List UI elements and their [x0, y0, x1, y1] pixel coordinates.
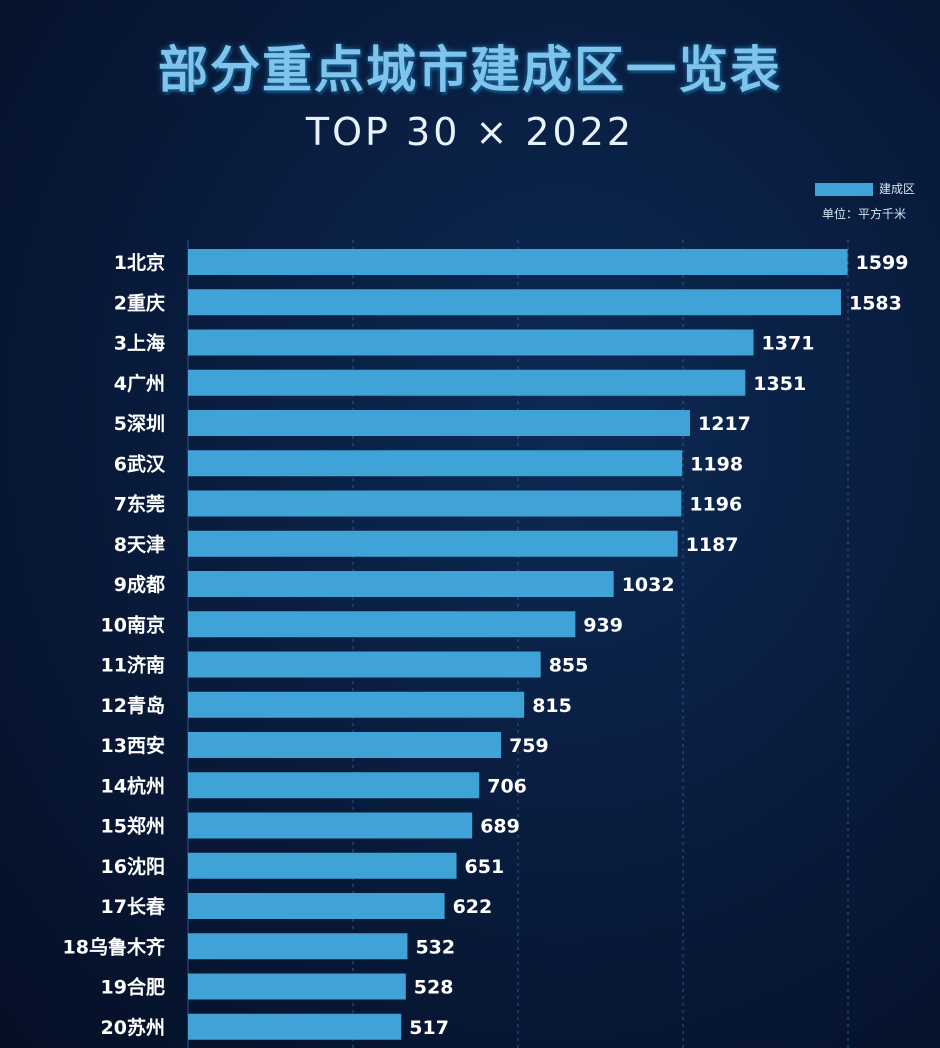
category-label: 14杭州 [101, 774, 165, 797]
data-label: 532 [415, 936, 455, 958]
bar [188, 772, 480, 799]
category-label: 3上海 [114, 332, 165, 355]
unit-note: 单位：平方千米 [822, 207, 907, 221]
data-label: 815 [532, 695, 572, 717]
category-label: 5深圳 [114, 412, 165, 435]
bar [188, 611, 576, 638]
category-label: 11济南 [101, 654, 165, 677]
data-label: 1198 [690, 453, 743, 475]
legend-label: 建成区 [879, 182, 916, 196]
bar [188, 490, 682, 517]
category-label: 6武汉 [114, 453, 166, 475]
category-label: 20苏州 [101, 1016, 165, 1039]
category-label: 7东莞 [114, 493, 165, 516]
bar [188, 571, 614, 597]
chart-subtitle: TOP 30 × 2022 [305, 110, 635, 154]
bar [188, 1013, 402, 1040]
data-label: 517 [409, 1017, 449, 1039]
bar [188, 530, 678, 557]
data-label: 1187 [686, 534, 739, 556]
category-label: 1北京 [114, 251, 165, 274]
data-label: 1032 [622, 574, 675, 596]
data-label: 528 [414, 977, 454, 999]
bar [188, 450, 683, 477]
category-label: 15郑州 [101, 816, 165, 838]
bar [188, 329, 754, 356]
category-label: 4广州 [114, 372, 165, 395]
data-label: 1196 [689, 494, 742, 516]
bar [188, 893, 445, 919]
bar [188, 410, 691, 436]
category-label: 19合肥 [101, 976, 165, 999]
legend: 建成区 [815, 180, 915, 197]
data-label: 1217 [698, 413, 751, 435]
bar [188, 369, 746, 396]
data-label: 689 [480, 816, 520, 838]
bar [188, 249, 848, 275]
bar [188, 732, 502, 758]
data-label: 939 [583, 614, 623, 636]
bar [188, 933, 408, 960]
category-label: 16沈阳 [101, 855, 165, 878]
category-label: 12青岛 [101, 694, 165, 717]
legend-swatch [815, 183, 873, 196]
bar [188, 812, 473, 839]
data-label: 1371 [762, 333, 815, 355]
bar [188, 973, 406, 1000]
data-label: 1599 [856, 252, 909, 274]
bar [188, 691, 525, 718]
category-label: 13西安 [101, 734, 165, 757]
category-label: 10南京 [101, 613, 165, 636]
category-label: 2重庆 [114, 291, 165, 314]
bar [188, 852, 457, 879]
category-label: 9成都 [114, 573, 165, 596]
data-label: 759 [509, 735, 549, 757]
data-label: 706 [487, 775, 527, 797]
data-label: 1583 [849, 292, 902, 314]
data-label: 651 [465, 856, 505, 878]
category-label: 18乌鲁木齐 [63, 935, 166, 958]
bar [188, 289, 841, 316]
category-label: 8天津 [114, 533, 165, 556]
data-label: 1351 [753, 373, 806, 395]
bar [188, 651, 541, 678]
category-label: 17长春 [101, 895, 165, 918]
data-label: 855 [549, 655, 589, 677]
data-label: 622 [453, 896, 493, 918]
chart-title: 部分重点城市建成区一览表 [158, 41, 782, 99]
